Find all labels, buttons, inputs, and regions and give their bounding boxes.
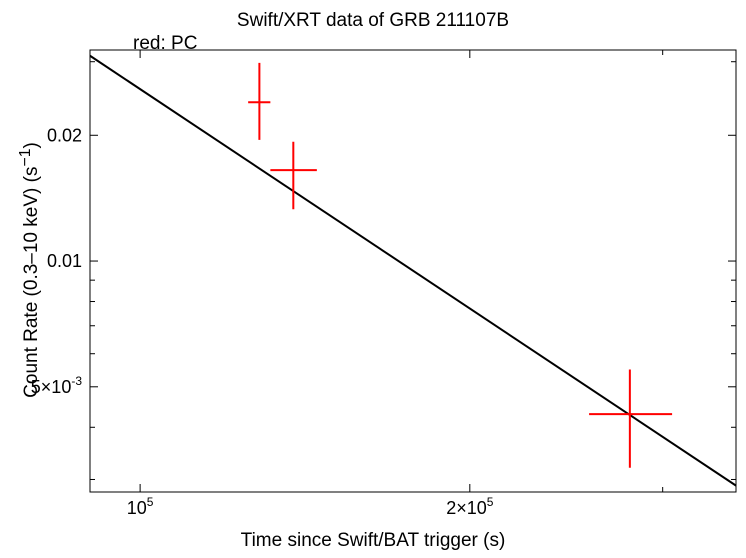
svg-text:0.01: 0.01 (47, 251, 82, 271)
svg-text:5×10-3: 5×10-3 (31, 374, 83, 397)
svg-text:2×105: 2×105 (446, 495, 494, 518)
svg-text:0.02: 0.02 (47, 125, 82, 145)
svg-text:105: 105 (127, 495, 154, 518)
chart-plot: 105 2×105 5×10-3 0.01 0.02 (0, 0, 746, 558)
